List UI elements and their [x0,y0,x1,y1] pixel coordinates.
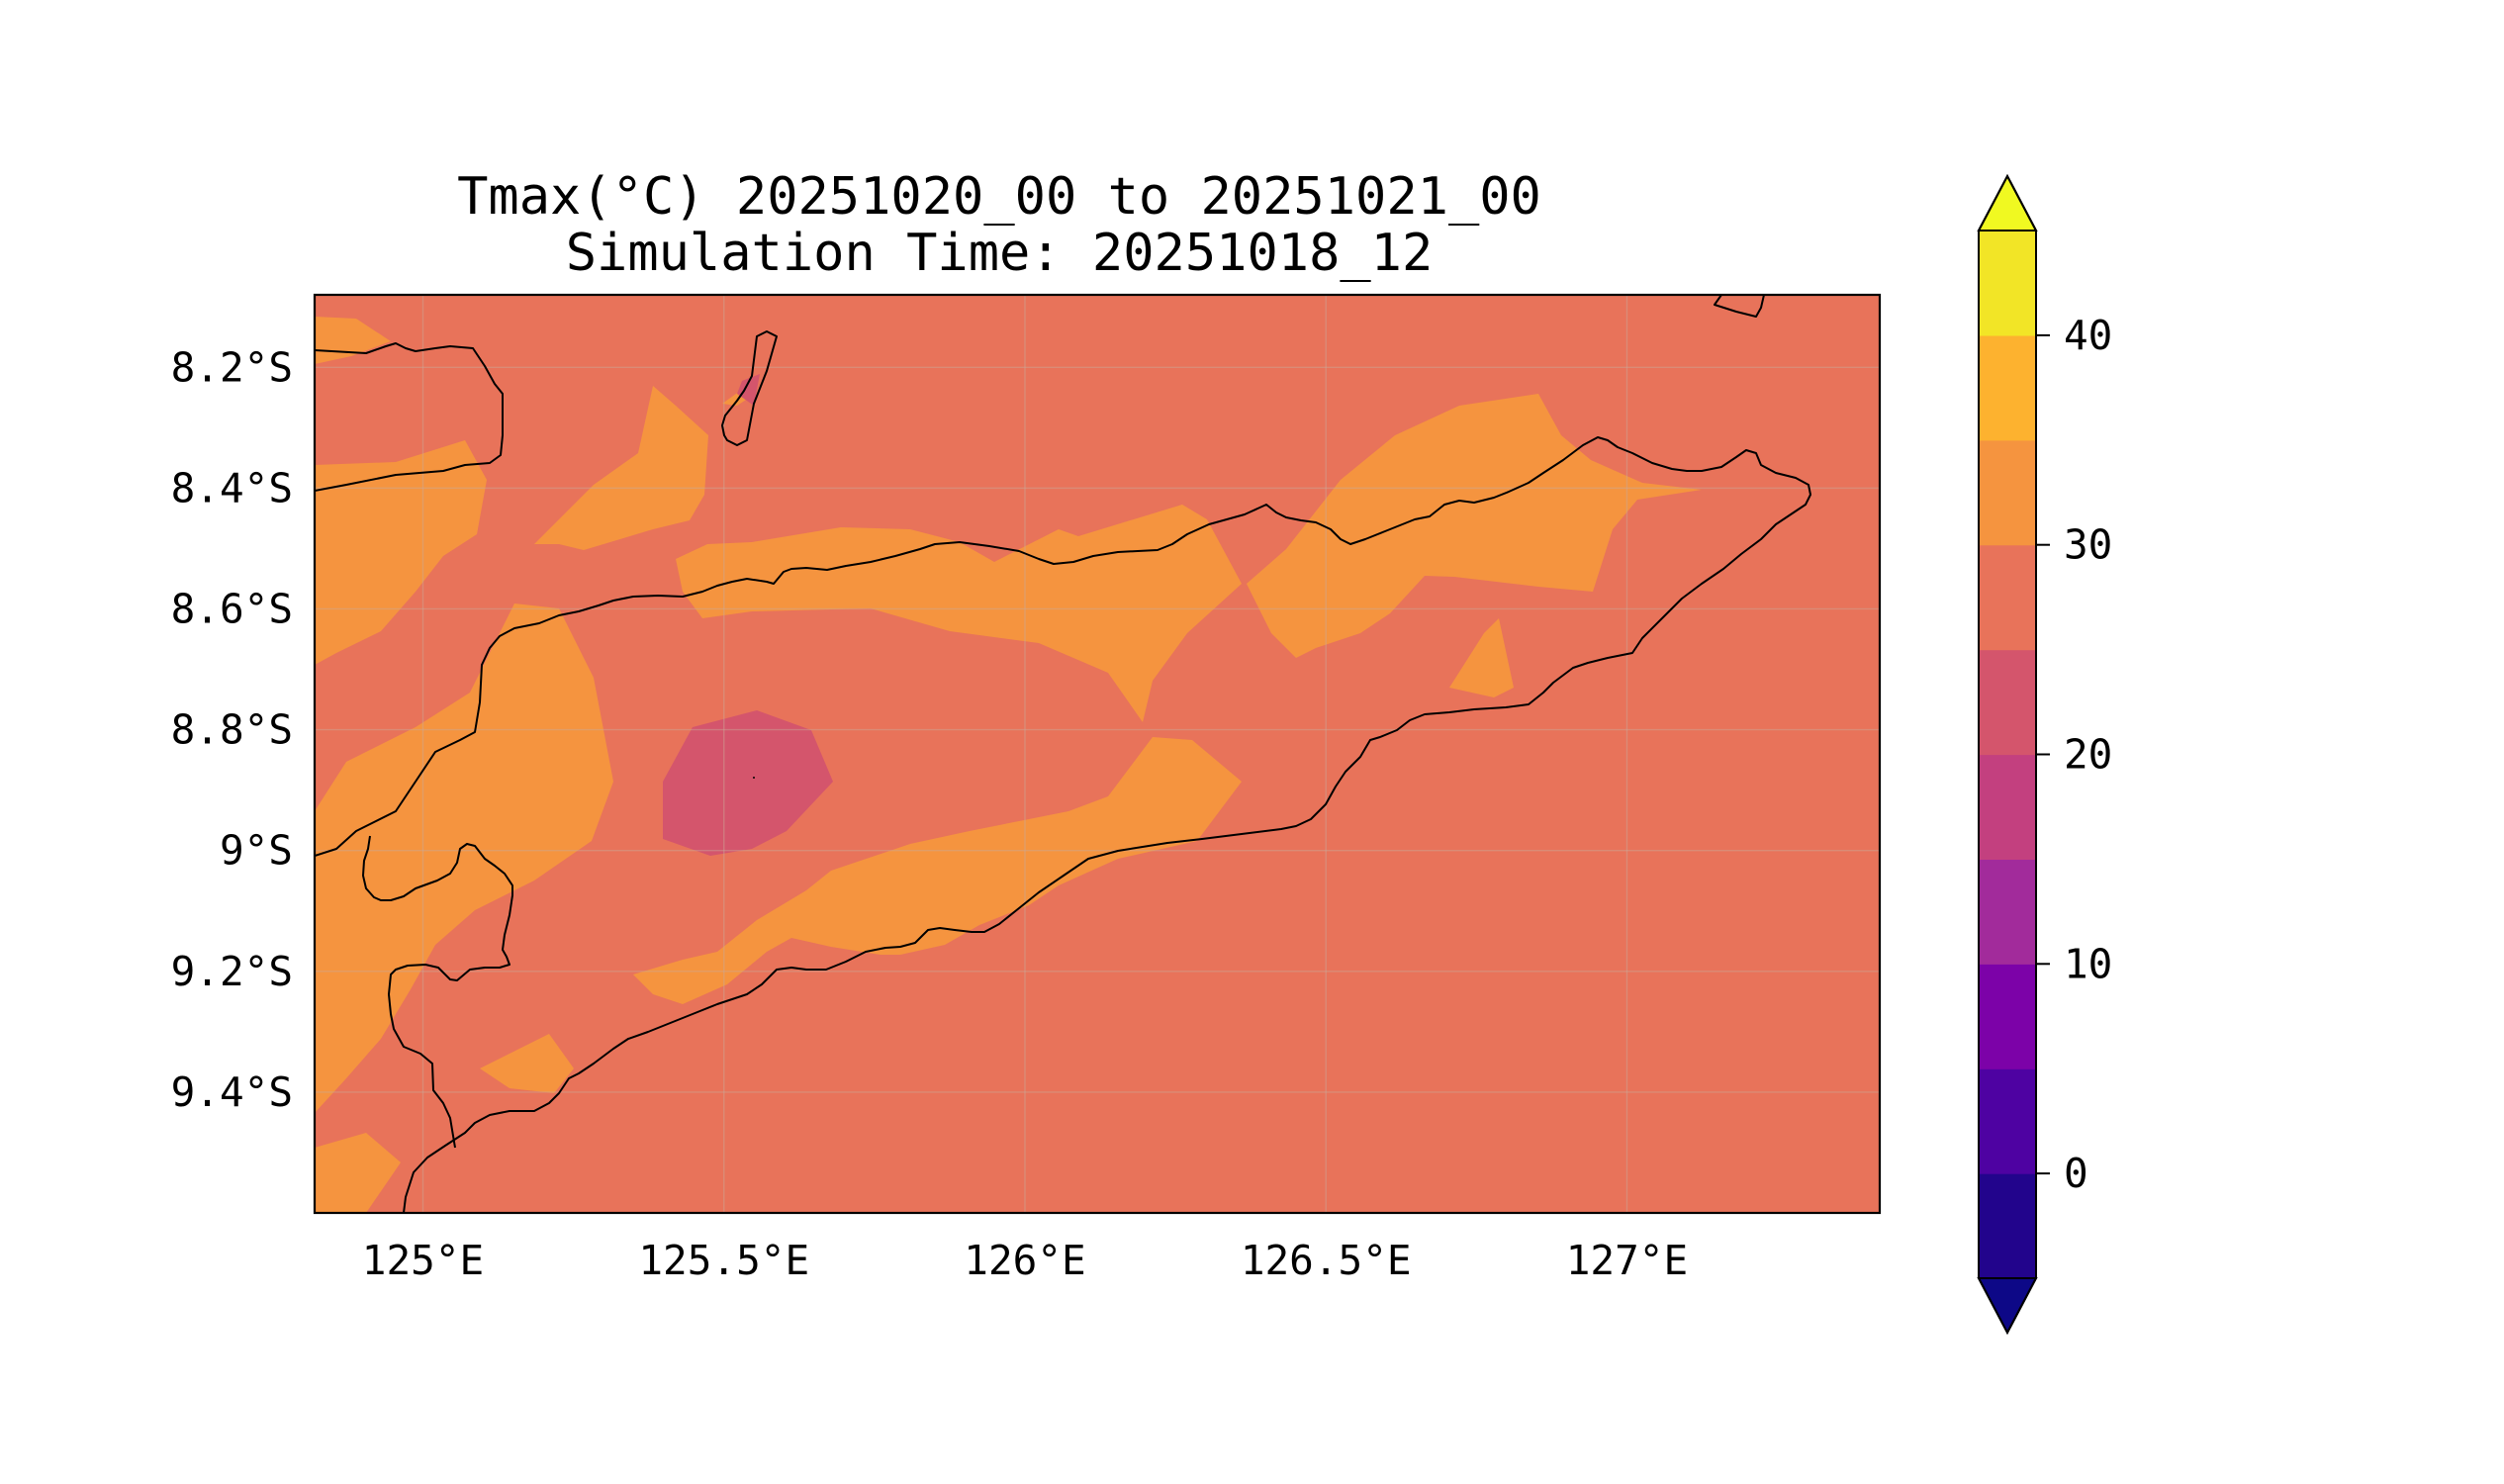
coastlines [315,295,1811,1213]
colorbar-tick-label: 20 [2064,731,2112,779]
map-gridlines [315,295,1880,1213]
map-frame [313,293,1882,1215]
colorbar-segment [1979,649,2036,756]
x-tick-label: 125°E [362,1237,484,1284]
x-axis: 125°E 125.5°E 126°E 126.5°E 127°E [362,1237,1688,1284]
map-title-line1: Tmax(°C) 20251020_00 to 20251021_00 [457,167,1541,227]
y-tick-label: 8.6°S [171,585,293,632]
colorbar-segment [1979,964,2036,1069]
x-tick-label: 125.5°E [638,1237,809,1284]
y-tick-label: 9.4°S [171,1068,293,1116]
colorbar-segment [1979,1068,2036,1174]
colorbar-over-arrow [1977,173,2038,232]
map-panel [315,295,1880,1213]
y-tick-label: 8.2°S [171,343,293,391]
colorbar-segment [1979,544,2036,651]
colorbar-segment [1979,439,2036,546]
colorbar-segment [1979,231,2036,336]
y-tick-label: 9.2°S [171,948,293,995]
x-tick-label: 126.5°E [1241,1237,1412,1284]
colorbar-under-arrow [1977,1277,2038,1336]
temperature-contour-20-25 [663,374,833,856]
y-tick-label: 9°S [220,827,293,875]
y-tick-label: 8.4°S [171,464,293,511]
colorbar-tick-label: 40 [2064,312,2112,359]
y-axis: 8.2°S 8.4°S 8.6°S 8.8°S 9°S 9.2°S 9.4°S [171,343,293,1116]
colorbar-tick-label: 10 [2064,940,2112,987]
colorbar-tick-label: 0 [2064,1150,2088,1197]
colorbar-segment [1979,1173,2036,1279]
grid-point-marker [753,777,755,779]
x-tick-label: 127°E [1566,1237,1688,1284]
x-tick-label: 126°E [964,1237,1085,1284]
y-tick-label: 8.8°S [171,706,293,754]
colorbar-outline [1978,173,2037,1336]
map-title-line2: Simulation Time: 20251018_12 [566,224,1434,283]
colorbar-tick-label: 30 [2064,521,2112,569]
colorbar: 0 10 20 30 40 [1977,173,2112,1336]
colorbar-segment [1979,859,2036,965]
colorbar-segment [1979,334,2036,441]
colorbar-segment [1979,754,2036,860]
